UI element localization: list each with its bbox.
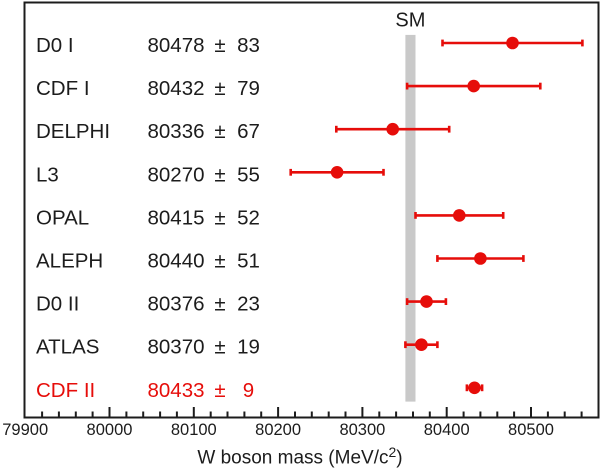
svg-text:79: 79 — [237, 77, 260, 100]
svg-text:±: ± — [214, 77, 225, 100]
svg-text:52: 52 — [237, 206, 260, 229]
svg-text:80336: 80336 — [148, 120, 205, 143]
svg-text:±: ± — [214, 379, 225, 402]
svg-text:80415: 80415 — [148, 206, 205, 229]
svg-text:D0 I: D0 I — [36, 34, 74, 57]
svg-text:L3: L3 — [36, 163, 59, 186]
svg-text:80100: 80100 — [171, 421, 217, 439]
svg-text:±: ± — [214, 293, 225, 316]
svg-text:CDF II: CDF II — [36, 379, 95, 402]
svg-text:55: 55 — [237, 163, 260, 186]
svg-text:80400: 80400 — [424, 421, 470, 439]
svg-text:83: 83 — [237, 34, 260, 57]
svg-text:80000: 80000 — [87, 421, 133, 439]
svg-text:80270: 80270 — [148, 163, 205, 186]
svg-text:80433: 80433 — [148, 379, 205, 402]
svg-text:±: ± — [214, 250, 225, 273]
svg-text:23: 23 — [237, 293, 260, 316]
svg-text:80500: 80500 — [508, 421, 554, 439]
svg-text:W boson mass (MeV/c2): W boson mass (MeV/c2) — [197, 444, 402, 468]
svg-text:19: 19 — [237, 336, 260, 359]
svg-text:±: ± — [214, 34, 225, 57]
svg-text:ATLAS: ATLAS — [36, 336, 99, 359]
svg-text:±: ± — [214, 163, 225, 186]
svg-text:80432: 80432 — [148, 77, 205, 100]
svg-text:80478: 80478 — [148, 34, 205, 57]
svg-text:DELPHI: DELPHI — [36, 120, 110, 143]
svg-text:9: 9 — [243, 379, 254, 402]
svg-text:80440: 80440 — [148, 250, 205, 273]
svg-text:SM: SM — [395, 10, 425, 32]
svg-text:80200: 80200 — [255, 421, 301, 439]
svg-text:D0 II: D0 II — [36, 293, 79, 316]
svg-text:±: ± — [214, 336, 225, 359]
svg-text:80300: 80300 — [339, 421, 385, 439]
svg-text:ALEPH: ALEPH — [36, 250, 103, 273]
svg-text:±: ± — [214, 120, 225, 143]
svg-text:67: 67 — [237, 120, 260, 143]
svg-text:CDF I: CDF I — [36, 77, 90, 100]
svg-text:51: 51 — [237, 250, 260, 273]
svg-text:80376: 80376 — [148, 293, 205, 316]
svg-text:±: ± — [214, 206, 225, 229]
svg-text:OPAL: OPAL — [36, 206, 89, 229]
svg-text:79900: 79900 — [2, 421, 48, 439]
svg-text:80370: 80370 — [148, 336, 205, 359]
